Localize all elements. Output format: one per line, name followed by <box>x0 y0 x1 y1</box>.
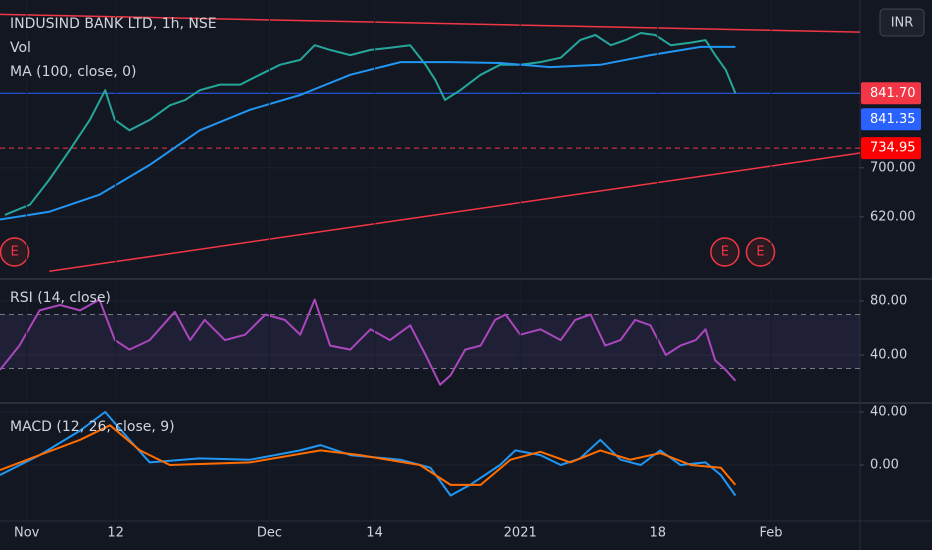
series-line <box>4 32 737 216</box>
currency-button[interactable] <box>879 8 925 37</box>
x-tick-label: 18 <box>649 526 666 541</box>
series-line <box>0 424 737 486</box>
price-label-box <box>861 82 921 105</box>
symbol-title: INDUSIND BANK LTD, 1h, NSE <box>10 16 217 32</box>
y-tick-label: 80.00 <box>870 293 907 308</box>
macd-label: MACD (12, 26, close, 9) <box>10 419 175 435</box>
y-tick-label: 40.00 <box>870 348 907 363</box>
rsi-label: RSI (14, close) <box>10 290 111 306</box>
band-fill <box>0 314 860 369</box>
price-label-box <box>861 108 921 131</box>
earnings-label: E <box>721 245 729 260</box>
x-tick-label: Nov <box>14 526 40 541</box>
x-tick-label: 14 <box>366 526 383 541</box>
y-tick-label: 40.00 <box>870 405 907 420</box>
price-label: 734.95 <box>870 141 916 156</box>
price-label: 841.70 <box>870 86 916 101</box>
earnings-marker <box>0 237 30 267</box>
x-tick-label: Feb <box>759 526 782 541</box>
price-label: 841.35 <box>870 112 916 127</box>
series-line <box>0 45 736 221</box>
trendline <box>0 13 861 33</box>
y-tick-label: 0.00 <box>870 458 899 473</box>
volume-label: Vol <box>10 40 31 56</box>
series-line <box>0 298 737 386</box>
y-tick-label: 700.00 <box>870 160 916 175</box>
earnings-label: E <box>10 245 18 260</box>
earnings-label: E <box>756 245 764 260</box>
earnings-marker <box>710 237 740 267</box>
x-tick-label: 2021 <box>504 526 537 541</box>
currency-label: INR <box>891 16 914 31</box>
price-label-box <box>861 137 921 160</box>
x-tick-label: 12 <box>107 526 124 541</box>
x-tick-label: Dec <box>257 526 282 541</box>
trendline <box>49 152 861 272</box>
earnings-marker <box>745 237 776 267</box>
ma-label: MA (100, close, 0) <box>10 64 137 80</box>
y-tick-label: 620.00 <box>870 209 916 224</box>
plot-layer: 620.00 700.00 E E E 841.70 841.35 734.95 40.00 80… <box>0 13 921 541</box>
